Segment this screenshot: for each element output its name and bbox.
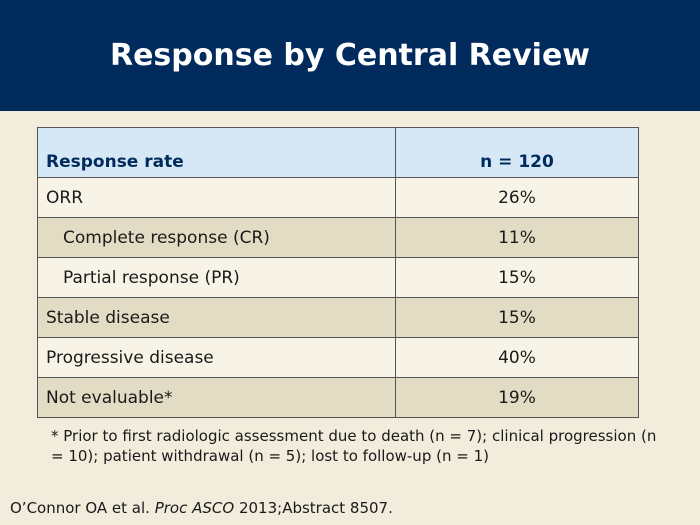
citation: O’Connor OA et al. Proc ASCO 2013;Abstra…: [10, 499, 393, 517]
row-label: Complete response (CR): [37, 217, 396, 258]
table-row: Progressive disease 40%: [37, 337, 639, 378]
header-response-rate: Response rate: [37, 127, 396, 178]
citation-journal: Proc ASCO: [154, 499, 235, 517]
table-row: Complete response (CR) 11%: [37, 217, 639, 258]
table-row: Not evaluable* 19%: [37, 377, 639, 418]
row-value: 40%: [395, 337, 639, 378]
row-label: ORR: [37, 177, 396, 218]
footnote: * Prior to first radiologic assessment d…: [51, 427, 657, 465]
table-row: ORR 26%: [37, 177, 639, 218]
row-label: Stable disease: [37, 297, 396, 338]
row-value: 11%: [395, 217, 639, 258]
table-row: Partial response (PR) 15%: [37, 257, 639, 298]
row-value: 26%: [395, 177, 639, 218]
table-header-row: Response rate n = 120: [37, 127, 639, 178]
citation-author: O’Connor OA et al.: [10, 499, 150, 517]
row-label: Partial response (PR): [37, 257, 396, 298]
row-label: Not evaluable*: [37, 377, 396, 418]
response-table: Response rate n = 120 ORR 26% Complete r…: [37, 127, 639, 418]
row-value: 15%: [395, 297, 639, 338]
citation-details: 2013;Abstract 8507.: [238, 499, 393, 517]
title-banner: [0, 0, 700, 111]
header-n: n = 120: [395, 127, 639, 178]
row-label: Progressive disease: [37, 337, 396, 378]
slide-title: Response by Central Review: [109, 38, 591, 73]
table-row: Stable disease 15%: [37, 297, 639, 338]
row-value: 15%: [395, 257, 639, 298]
row-value: 19%: [395, 377, 639, 418]
